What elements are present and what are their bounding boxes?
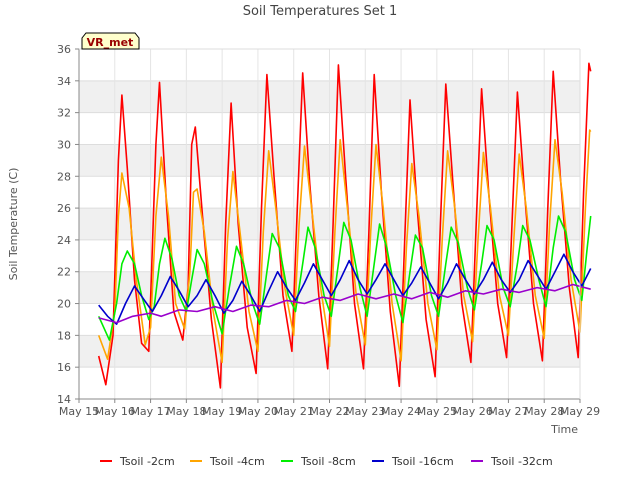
chart-title: Soil Temperatures Set 1 [243,4,398,19]
site-label: VR_met [87,36,134,49]
y-tick-label: 24 [57,234,71,247]
x-tick-label: May 18 [166,405,206,418]
x-tick-label: May 20 [238,405,278,418]
x-tick-label: May 26 [453,405,493,418]
x-tick-label: May 19 [202,405,242,418]
y-tick-label: 36 [57,43,71,56]
x-axis-label: Time [550,423,578,436]
x-tick-label: May 15 [59,405,99,418]
y-tick-label: 32 [57,107,71,120]
x-tick-label: May 25 [417,405,457,418]
series-line-tsoil-4cm [97,129,592,364]
legend-label: Tsoil -4cm [209,455,265,468]
y-tick-label: 18 [57,329,71,342]
y-axis-label: Soil Temperature (C) [7,168,20,281]
y-tick-label: 14 [57,393,71,406]
x-tick-label: May 16 [95,405,135,418]
series-line-tsoil-32cm [98,283,591,324]
series-line-tsoil-8cm [97,215,592,341]
y-tick-label: 30 [57,138,71,151]
legend-label: Tsoil -16cm [391,455,454,468]
y-tick-label: 26 [57,202,71,215]
legend-label: Tsoil -8cm [300,455,356,468]
x-tick-label: May 28 [524,405,564,418]
legend-label: Tsoil -32cm [490,455,553,468]
x-tick-label: May 22 [309,405,349,418]
y-tick-label: 16 [57,361,71,374]
x-tick-label: May 24 [381,405,421,418]
x-tick-label: May 29 [560,405,600,418]
site-label-box [81,32,140,50]
x-tick-label: May 27 [488,405,528,418]
y-tick-label: 34 [57,75,71,88]
x-tick-label: May 21 [274,405,314,418]
y-tick-label: 28 [57,170,71,183]
x-tick-label: May 23 [345,405,385,418]
legend-label: Tsoil -2cm [119,455,175,468]
y-tick-label: 22 [57,266,71,279]
x-tick-label: May 17 [130,405,170,418]
y-tick-label: 20 [57,298,71,311]
